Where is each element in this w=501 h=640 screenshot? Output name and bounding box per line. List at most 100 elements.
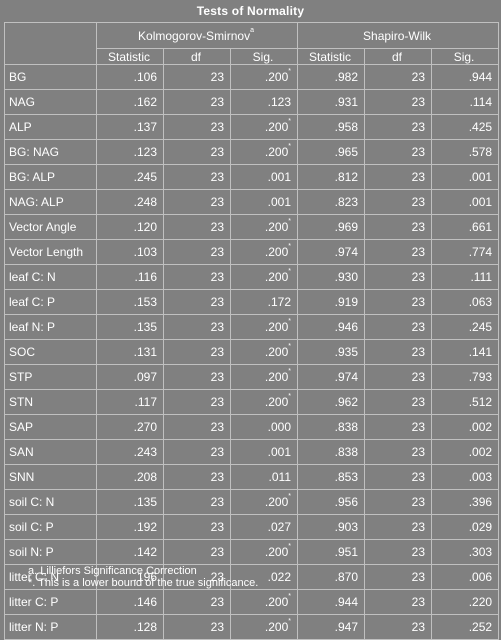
ks-df-cell: 23 <box>163 389 231 415</box>
ks-statistic-cell: .153 <box>96 289 164 315</box>
sw-statistic-cell: .870 <box>297 564 366 590</box>
ks-sig-cell: .200* <box>229 314 299 340</box>
cell-value: .793 <box>468 370 493 384</box>
cell-value: .956 <box>334 495 359 509</box>
cell-value: .947 <box>334 620 359 634</box>
cell-value: .982 <box>334 70 359 84</box>
table-row: Vector Angle .120 23 .200* .969 23 .661 <box>4 214 500 240</box>
cell-value: 23 <box>411 595 426 609</box>
cell-value: .027 <box>267 520 292 534</box>
cell-value: .200 <box>264 545 289 559</box>
sw-sig-cell: .002 <box>431 414 500 440</box>
cell-value: .823 <box>334 195 359 209</box>
ks-statistic-cell: .208 <box>96 464 164 490</box>
cell-value: .097 <box>133 370 157 384</box>
cell-value: .245 <box>133 170 157 184</box>
ks-df-cell: 23 <box>163 264 231 290</box>
row-label: STP <box>4 364 97 390</box>
ks-statistic-cell: .162 <box>96 89 164 115</box>
footnote-marker-a: a <box>250 26 254 34</box>
sw-sig-cell: .111 <box>431 264 500 290</box>
normality-table: Kolmogorov-Smirnova Shapiro-Wilk Statist… <box>4 22 500 640</box>
sw-statistic-cell: .974 <box>297 239 366 265</box>
cell-value: .192 <box>133 520 157 534</box>
lower-bound-marker: * <box>288 493 292 500</box>
ks-sig-cell: .001 <box>229 439 299 465</box>
ks-df-cell: 23 <box>163 114 231 140</box>
sw-statistic-cell: .956 <box>297 489 366 515</box>
cell-value: .974 <box>334 370 359 384</box>
ks-df-cell: 23 <box>163 464 231 490</box>
cell-value: 23 <box>210 495 224 509</box>
cell-value: 23 <box>411 170 426 184</box>
cell-value: 23 <box>411 145 426 159</box>
lower-bound-marker: * <box>288 368 292 375</box>
cell-value: 23 <box>411 270 426 284</box>
sw-statistic-cell: .812 <box>297 164 366 190</box>
cell-value: .252 <box>468 620 493 634</box>
cell-value: .006 <box>468 570 493 584</box>
col-header-ks-statistic: Statistic <box>96 48 164 65</box>
cell-value: 23 <box>411 95 426 109</box>
header-corner <box>4 22 97 65</box>
cell-value: .200 <box>264 145 289 159</box>
sw-sig-cell: .793 <box>431 364 500 390</box>
cell-value: .011 <box>268 470 292 484</box>
cell-value: .946 <box>334 320 359 334</box>
sw-df-cell: 23 <box>364 239 433 265</box>
cell-value: .200 <box>264 270 289 284</box>
sw-sig-cell: .252 <box>431 614 500 640</box>
cell-value: 23 <box>411 345 426 359</box>
cell-value: 23 <box>210 420 224 434</box>
cell-value: 23 <box>210 395 224 409</box>
cell-value: .196 <box>133 570 157 584</box>
sw-statistic-cell: .962 <box>297 389 366 415</box>
ks-statistic-cell: .135 <box>96 489 164 515</box>
table-row: SOC .131 23 .200* .935 23 .141 <box>4 339 500 365</box>
row-label: leaf C: N <box>4 264 97 290</box>
lower-bound-marker: * <box>288 143 292 150</box>
ks-statistic-cell: .248 <box>96 189 164 215</box>
cell-value: 23 <box>210 520 224 534</box>
cell-value: .001 <box>468 170 493 184</box>
row-label: ALP <box>4 114 97 140</box>
ks-statistic-cell: .128 <box>96 614 164 640</box>
table-row: SAN .243 23 .001 .838 23 .002 <box>4 439 500 465</box>
cell-value: .128 <box>133 620 157 634</box>
cell-value: 23 <box>411 70 426 84</box>
sw-sig-cell: .114 <box>431 89 500 115</box>
lower-bound-marker: * <box>288 343 292 350</box>
cell-value: 23 <box>210 470 224 484</box>
sw-df-cell: 23 <box>364 114 433 140</box>
cell-value: 23 <box>210 270 224 284</box>
sw-statistic-cell: .903 <box>297 514 366 540</box>
sw-df-cell: 23 <box>364 414 433 440</box>
sw-sig-cell: .512 <box>431 389 500 415</box>
cell-value: 23 <box>411 395 426 409</box>
ks-df-cell: 23 <box>163 539 231 565</box>
cell-value: 23 <box>210 570 224 584</box>
cell-value: .002 <box>468 445 493 459</box>
sw-df-cell: 23 <box>364 339 433 365</box>
ks-statistic-cell: .146 <box>96 589 164 615</box>
cell-value: 23 <box>411 195 426 209</box>
cell-value: 23 <box>411 320 426 334</box>
sw-statistic-cell: .823 <box>297 189 366 215</box>
cell-value: 23 <box>210 620 224 634</box>
cell-value: .001 <box>267 195 292 209</box>
ks-statistic-cell: .120 <box>96 214 164 240</box>
ks-df-cell: 23 <box>163 414 231 440</box>
cell-value: 23 <box>411 245 426 259</box>
row-label: litter C: P <box>4 589 97 615</box>
cell-value: .000 <box>267 420 292 434</box>
ks-statistic-cell: .135 <box>96 314 164 340</box>
sw-statistic-cell: .947 <box>297 614 366 640</box>
col-header-sw-statistic: Statistic <box>297 48 366 65</box>
sw-df-cell: 23 <box>364 289 433 315</box>
cell-value: .243 <box>133 445 157 459</box>
cell-value: .962 <box>334 395 359 409</box>
cell-value: .661 <box>468 220 493 234</box>
cell-value: 23 <box>210 170 224 184</box>
row-label: soil N: P <box>4 539 97 565</box>
ks-statistic-cell: .123 <box>96 139 164 165</box>
